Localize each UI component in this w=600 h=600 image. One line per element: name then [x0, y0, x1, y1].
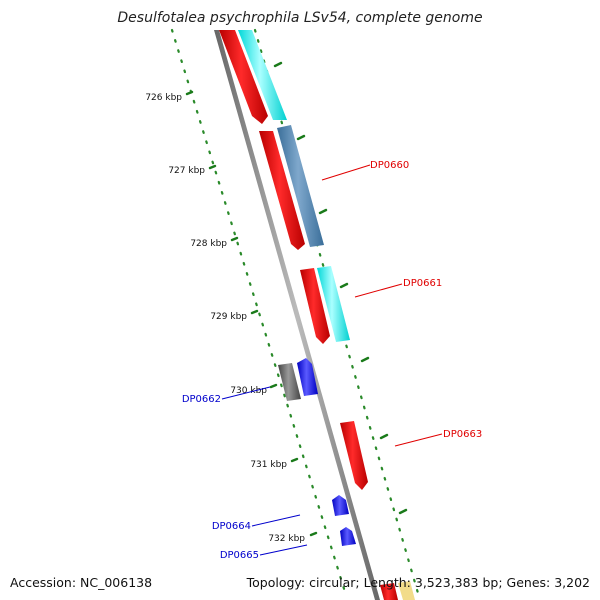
gene-labels[interactable]: DP0660 DP0661 DP0662 DP0663 DP0664 DP066…	[182, 160, 482, 561]
gene-label-dp0660[interactable]: DP0660	[370, 160, 409, 171]
cog-bar-gray[interactable]	[278, 363, 301, 401]
inner-dotted-guide	[170, 28, 347, 594]
gene-label-dp0665[interactable]: DP0665	[220, 550, 259, 561]
cog-bar-yellow[interactable]	[398, 581, 415, 600]
tick-label: 730 kbp	[230, 386, 267, 396]
outer-tick-marks	[273, 61, 408, 515]
tick-label: 727 kbp	[168, 166, 205, 176]
gene-label-dp0664[interactable]: DP0664	[212, 521, 251, 532]
tick-label: 726 kbp	[145, 93, 182, 103]
gene-label-dp0661[interactable]: DP0661	[403, 278, 442, 289]
genome-stats-text: Topology: circular; Length: 3,523,383 bp…	[246, 575, 590, 590]
gene-arrow-dp0664[interactable]	[332, 495, 349, 516]
tick-label: 728 kbp	[190, 239, 227, 249]
tick-labels: 726 kbp 727 kbp 728 kbp 729 kbp 730 kbp …	[145, 93, 305, 544]
gene-arrow-dp0662[interactable]	[297, 358, 318, 396]
inner-ticks	[185, 90, 318, 537]
label-leaders	[221, 164, 443, 556]
gene-arrow-bottom-red[interactable]	[380, 583, 398, 600]
gene-arrow-dp0660[interactable]	[259, 131, 305, 250]
tick-label: 731 kbp	[250, 460, 287, 470]
gene-arrow-dp0663[interactable]	[340, 421, 368, 490]
cog-bar-cyan[interactable]	[238, 30, 287, 120]
gene-arrow-dp0665[interactable]	[340, 527, 356, 546]
gene-arrow-dp0661[interactable]	[300, 268, 330, 344]
tick-label: 729 kbp	[210, 312, 247, 322]
cog-bar-cyan-2[interactable]	[317, 266, 350, 342]
accession-text: Accession: NC_006138	[10, 575, 153, 590]
cog-bar-steelblue[interactable]	[277, 125, 324, 247]
genome-title: Desulfotalea psychrophila LSv54, complet…	[117, 10, 483, 26]
gene-arrow-forward[interactable]	[219, 30, 268, 124]
gene-label-dp0663[interactable]: DP0663	[443, 429, 482, 440]
genome-backbone	[214, 30, 380, 600]
gene-features[interactable]	[219, 30, 415, 600]
tick-label: 732 kbp	[268, 534, 305, 544]
gene-label-dp0662[interactable]: DP0662	[182, 394, 221, 405]
